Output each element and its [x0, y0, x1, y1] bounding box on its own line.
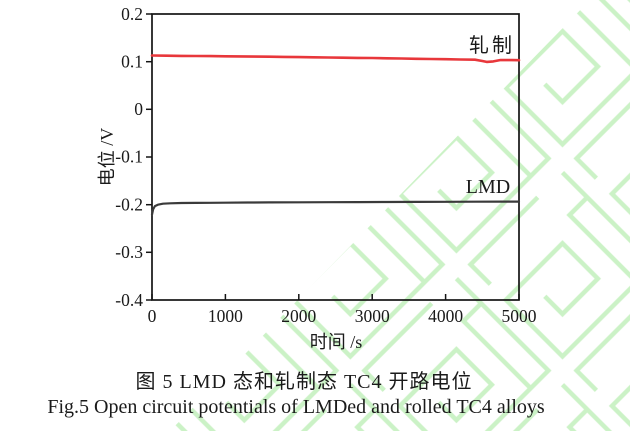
x-axis-title: 时间 /s [310, 332, 363, 352]
y-tick-label: -0.4 [115, 290, 143, 310]
y-tick-label: -0.3 [115, 242, 143, 262]
y-axis-title: 电位 /V [97, 128, 117, 187]
x-tick-label: 0 [148, 306, 157, 326]
x-tick-label: 4000 [428, 306, 463, 326]
y-tick-label: 0.1 [121, 52, 143, 72]
y-tick-label: -0.2 [115, 195, 143, 215]
x-tick-labels: 0 1000 2000 3000 4000 5000 [148, 306, 537, 326]
y-tick-labels: 0.2 0.1 0 -0.1 -0.2 -0.3 -0.4 [115, 4, 143, 310]
caption-english: Fig.5 Open circuit potentials of LMDed a… [47, 396, 545, 418]
series-lmd-label: LMD [466, 176, 510, 198]
caption-chinese: 图 5 LMD 态和轧制态 TC4 开路电位 [135, 371, 473, 393]
open-circuit-potential-chart: 0.2 0.1 0 -0.1 -0.2 -0.3 -0.4 0 1000 200… [97, 4, 537, 352]
x-tick-label: 5000 [502, 306, 537, 326]
x-tick-label: 3000 [355, 306, 390, 326]
y-tick-label: -0.1 [115, 147, 143, 167]
y-tick-label: 0 [134, 99, 143, 119]
x-tick-label: 2000 [281, 306, 316, 326]
x-axis-ticks [151, 294, 520, 300]
x-tick-label: 1000 [208, 306, 243, 326]
series-lmd-line [150, 200, 521, 216]
y-tick-label: 0.2 [121, 4, 143, 24]
y-axis-ticks [146, 13, 152, 301]
series-rolled-label: 轧制 [469, 34, 515, 57]
series-rolled-line [150, 54, 521, 64]
watermark-region [170, 0, 630, 431]
